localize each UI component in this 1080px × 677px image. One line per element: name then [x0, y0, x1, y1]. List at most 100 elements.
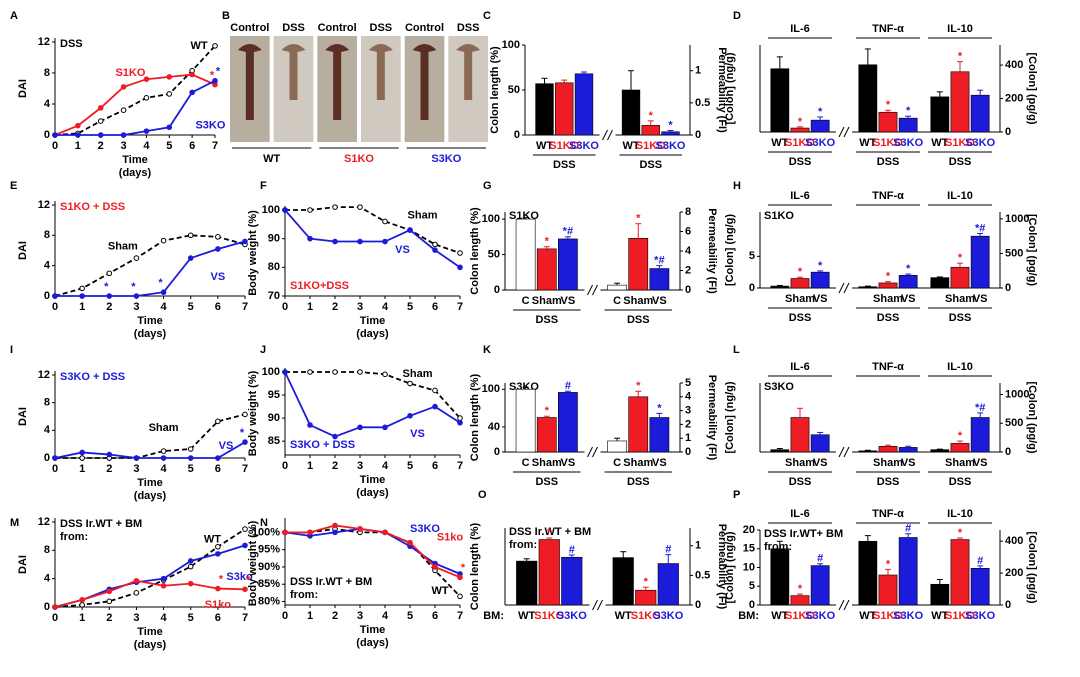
- point: [166, 74, 173, 80]
- point: [212, 43, 218, 49]
- point: [407, 380, 413, 387]
- point: [242, 586, 248, 593]
- y-axis-label: Body weight (%): [247, 370, 259, 456]
- axis-break: [592, 599, 598, 611]
- point: [432, 403, 438, 410]
- bar: [649, 417, 670, 453]
- y-axis-label: DAI: [17, 241, 29, 260]
- bar: [515, 388, 536, 453]
- point: [457, 264, 463, 271]
- panel-letter: O: [478, 489, 487, 501]
- y-tick-label: 8: [44, 67, 50, 79]
- bar: [770, 548, 790, 606]
- significance: *: [547, 527, 552, 539]
- significance: *: [818, 106, 823, 118]
- significance: *: [886, 558, 891, 570]
- bar: [878, 282, 898, 289]
- point: [160, 289, 167, 296]
- y2-axis-label: Permeability (FI): [706, 375, 718, 461]
- x-tick-label: Sham: [945, 457, 975, 469]
- y-tick-label: 100: [482, 383, 500, 395]
- panel-letter: K: [483, 344, 491, 356]
- x-tick-label: S1KO: [785, 137, 815, 149]
- y2-tick-label: 1000: [1005, 388, 1029, 400]
- x-tick-label: 4: [382, 460, 389, 472]
- panel-letter: D: [733, 10, 741, 22]
- y2-tick-label: 1: [685, 432, 691, 444]
- x-tick-label: 6: [215, 463, 221, 475]
- group-label: DSS: [789, 476, 812, 488]
- y-tick-label: 0: [749, 282, 755, 294]
- significance: *: [798, 266, 803, 278]
- y2-axis-label: Permeability (FI): [716, 47, 728, 133]
- point: [382, 371, 388, 378]
- group-label: DSS: [535, 314, 558, 326]
- colon: [412, 44, 437, 120]
- series-line: [54, 45, 216, 136]
- bar: [858, 540, 878, 606]
- x-tick-label: Sham: [532, 295, 562, 307]
- series-label: Sham: [403, 368, 433, 380]
- point: [79, 602, 85, 608]
- x-tick-label: S3KO: [569, 140, 599, 152]
- y-axis-label: [Colon] (ng/g): [724, 214, 736, 286]
- x-tick-label: S1KO: [549, 140, 579, 152]
- colon: [237, 44, 262, 120]
- bar: [790, 595, 810, 606]
- x-tick-label: 7: [242, 463, 248, 475]
- point: [106, 451, 113, 458]
- axis-break: [843, 599, 850, 611]
- significance: #: [977, 555, 983, 567]
- x-tick-label: Sham: [532, 457, 562, 469]
- significance: *: [644, 576, 649, 588]
- bar: [538, 539, 560, 606]
- axis-break: [843, 446, 850, 458]
- x-tick-label: 0: [52, 463, 58, 475]
- y-tick-label: 10: [743, 561, 755, 573]
- panel-title: S3KO + DSS: [290, 439, 355, 451]
- point: [242, 238, 248, 245]
- y-tick-label: 0: [514, 129, 520, 141]
- y2-tick-label: 2: [685, 418, 691, 430]
- series-line: [55, 240, 246, 297]
- series-line: [55, 79, 216, 136]
- point: [133, 455, 140, 461]
- axis-break: [838, 282, 845, 294]
- x-tick-label: 4: [143, 140, 150, 152]
- group-header: IL-6: [790, 361, 810, 373]
- group-label: DSS: [877, 476, 900, 488]
- y2-axis-label: Permeability (FI): [716, 524, 728, 610]
- y2-tick-label: 0: [1005, 282, 1011, 294]
- point: [106, 588, 113, 595]
- panel-title: from:: [60, 531, 88, 543]
- point: [242, 542, 248, 549]
- x-tick-label: 7: [212, 140, 218, 152]
- point: [160, 448, 167, 454]
- bar: [612, 557, 634, 606]
- bar: [858, 450, 878, 453]
- y-axis-label: Body weight (%): [247, 210, 259, 296]
- bar: [515, 218, 536, 291]
- y2-tick-label: 500: [1005, 417, 1023, 429]
- significance: #: [665, 544, 671, 556]
- significance: *#: [654, 255, 664, 267]
- x-tick-label: VS: [652, 295, 667, 307]
- x-axis-label: (days): [119, 167, 152, 179]
- x-tick-label: 2: [98, 140, 104, 152]
- bar: [641, 125, 660, 136]
- x-tick-label: 0: [282, 460, 288, 472]
- axis-break: [597, 599, 603, 611]
- point: [332, 238, 338, 245]
- x-tick-label: WT: [536, 140, 553, 152]
- x-tick-label: 4: [161, 463, 168, 475]
- y-tick-label: 20: [743, 524, 755, 536]
- bar: [810, 565, 830, 606]
- bar: [878, 111, 898, 133]
- point: [187, 580, 194, 587]
- point: [189, 89, 195, 96]
- significance: *: [104, 281, 109, 293]
- series-label: Sham: [408, 210, 438, 222]
- bar: [858, 64, 878, 133]
- panel-letter: M: [10, 517, 19, 529]
